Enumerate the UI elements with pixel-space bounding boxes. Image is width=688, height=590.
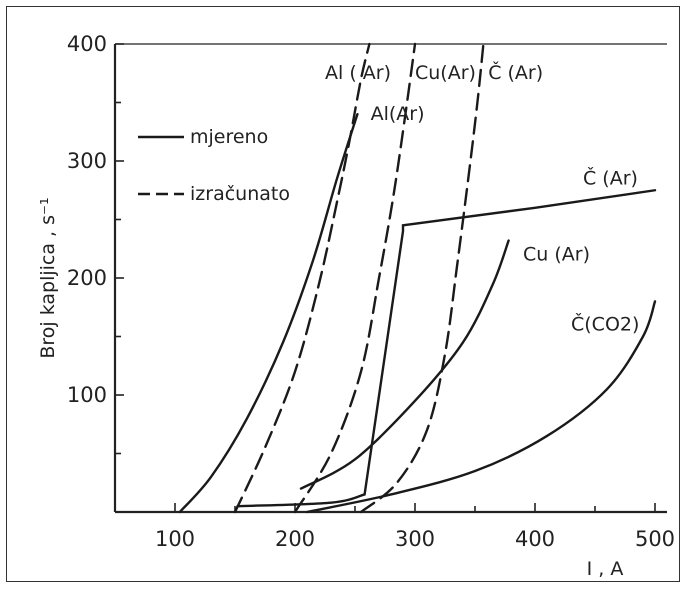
curve-label: Č (Ar) bbox=[488, 60, 543, 84]
x-tick-label: 400 bbox=[515, 527, 555, 551]
series-solid-0 bbox=[178, 113, 359, 514]
y-tick-label: 400 bbox=[67, 32, 107, 56]
figure-frame bbox=[6, 6, 680, 582]
legend: mjereno izračunato bbox=[138, 126, 290, 205]
series-solid-4 bbox=[299, 239, 510, 490]
y-axis-title: Broj kapljica , s⁻¹ bbox=[37, 197, 59, 358]
legend-label: izračunato bbox=[190, 183, 290, 205]
x-tick-label: 200 bbox=[275, 527, 315, 551]
x-axis-title: I , A bbox=[587, 558, 624, 580]
x-tick-label: 500 bbox=[635, 527, 675, 551]
curves bbox=[178, 42, 657, 514]
axes: 100 200 300 400 500 100 200 300 400 bbox=[67, 32, 675, 551]
series-dashed-3 bbox=[359, 42, 485, 514]
y-tick-label: 300 bbox=[67, 149, 107, 173]
x-tick-label: 100 bbox=[155, 527, 195, 551]
legend-label: mjereno bbox=[190, 126, 268, 148]
series-dashed-1 bbox=[233, 42, 371, 514]
y-tick-label: 100 bbox=[67, 383, 107, 407]
curve-label: Č (Ar) bbox=[583, 165, 638, 189]
series-solid-6 bbox=[305, 300, 657, 514]
curve-label: Č(CO2) bbox=[571, 312, 639, 336]
curve-label: Cu(Ar) bbox=[415, 62, 476, 84]
curve-labels: Al ( Ar) Al(Ar) Cu(Ar) Č (Ar) Č (Ar) Cu (Ar) Č… bbox=[325, 60, 639, 336]
series-solid-5 bbox=[236, 189, 657, 508]
y-tick-label: 200 bbox=[67, 266, 107, 290]
curve-label: Al ( Ar) bbox=[325, 62, 391, 84]
curve-label: Cu (Ar) bbox=[523, 243, 590, 265]
curve-label: Al(Ar) bbox=[371, 103, 425, 125]
x-tick-label: 300 bbox=[395, 527, 435, 551]
series-dashed-2 bbox=[293, 42, 417, 514]
